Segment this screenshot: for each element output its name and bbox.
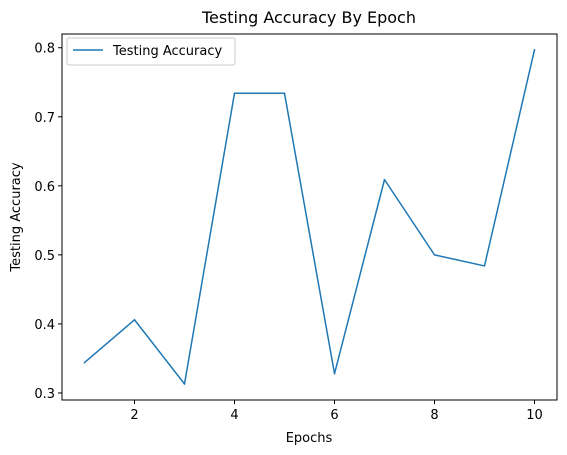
data-point: [133, 319, 136, 321]
y-tick-label: 0.6: [34, 180, 55, 195]
series-layer: [83, 49, 536, 385]
data-point: [533, 49, 536, 51]
x-axis-ticks: 2 4 6 8 10: [130, 400, 543, 423]
legend-box: [66, 37, 236, 66]
data-point: [183, 383, 186, 385]
plot-frame: [61, 33, 558, 401]
legend: Testing Accuracy: [66, 37, 236, 66]
y-tick-label: 0.5: [34, 249, 55, 264]
y-axis-label: Testing Accuracy: [9, 162, 24, 272]
x-tick-label: 4: [230, 408, 238, 423]
y-tick-label: 0.3: [34, 387, 55, 402]
x-tick-label: 8: [430, 408, 438, 423]
chart-title: Testing Accuracy By Epoch: [201, 8, 416, 27]
data-point: [233, 92, 236, 95]
data-point: [433, 254, 436, 256]
y-tick-label: 0.7: [34, 111, 55, 126]
x-tick-label: 10: [526, 408, 543, 423]
y-axis-ticks: 0.3 0.4 0.5 0.6 0.7 0.8: [34, 42, 62, 402]
x-tick-label: 2: [130, 408, 138, 423]
series-line: [83, 49, 536, 385]
data-point: [283, 92, 286, 95]
data-point: [333, 372, 336, 375]
data-point: [483, 265, 486, 267]
y-tick-label: 0.8: [34, 42, 55, 57]
x-axis-label: Epochs: [286, 431, 333, 446]
legend-label: Testing Accuracy: [112, 44, 222, 59]
y-tick-label: 0.4: [34, 318, 55, 333]
data-point: [383, 178, 386, 181]
x-tick-label: 6: [330, 408, 338, 423]
data-point: [83, 361, 86, 364]
